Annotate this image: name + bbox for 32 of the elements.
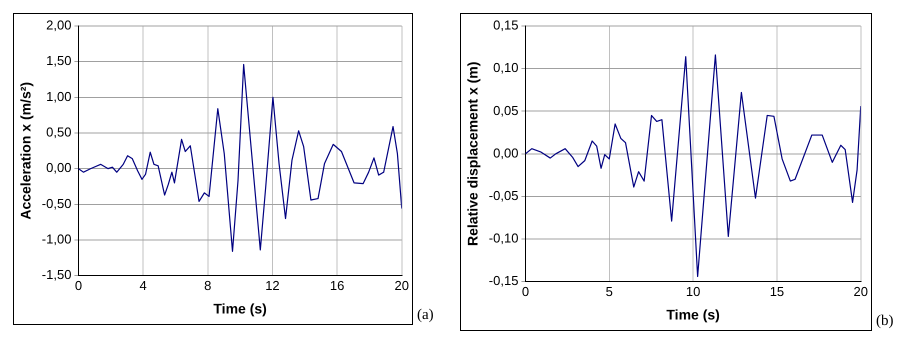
x-tick-label: 4 xyxy=(139,278,147,293)
x-tick-label: 10 xyxy=(686,284,700,299)
x-tick-label: 16 xyxy=(330,278,344,293)
y-tick-label: -0,10 xyxy=(488,230,518,246)
x-tick-label: 20 xyxy=(854,284,868,299)
x-tick-label: 5 xyxy=(606,284,613,299)
y-tick-label: -0,15 xyxy=(488,273,518,288)
text: (b) xyxy=(876,313,894,330)
y-tick-label: 1,50 xyxy=(46,53,72,68)
y-axis-title: Relative displacement x (m) xyxy=(464,62,480,246)
y-tick-label: -1,00 xyxy=(42,232,72,247)
y-tick-label: 0,00 xyxy=(493,145,518,160)
x-tick-label: 0 xyxy=(522,284,530,299)
x-tick-label: 12 xyxy=(265,278,280,293)
y-tick-label: 0,15 xyxy=(493,18,518,33)
x-tick-label: 20 xyxy=(394,278,410,293)
text: (a) xyxy=(417,307,434,324)
y-tick-label: -0,05 xyxy=(488,188,518,203)
x-tick-label: 8 xyxy=(204,278,212,293)
x-axis-title: Time (s) xyxy=(666,306,720,322)
x-tick-label: 15 xyxy=(770,284,784,299)
y-tick-label: 0,10 xyxy=(493,60,518,76)
y-tick-label: 1,00 xyxy=(46,88,72,104)
y-tick-label: -0,50 xyxy=(42,196,72,211)
y-tick-label: 0,50 xyxy=(46,124,72,140)
y-tick-label: 0,05 xyxy=(493,102,518,118)
y-tick-label: 0,00 xyxy=(46,160,72,176)
x-tick-label: 0 xyxy=(74,278,82,293)
y-tick-label: -1,50 xyxy=(42,267,72,282)
y-tick-label: 2,00 xyxy=(46,18,72,33)
y-axis-title: Acceleration x (m/s²) xyxy=(17,82,34,220)
x-axis-title: Time (s) xyxy=(213,300,267,316)
